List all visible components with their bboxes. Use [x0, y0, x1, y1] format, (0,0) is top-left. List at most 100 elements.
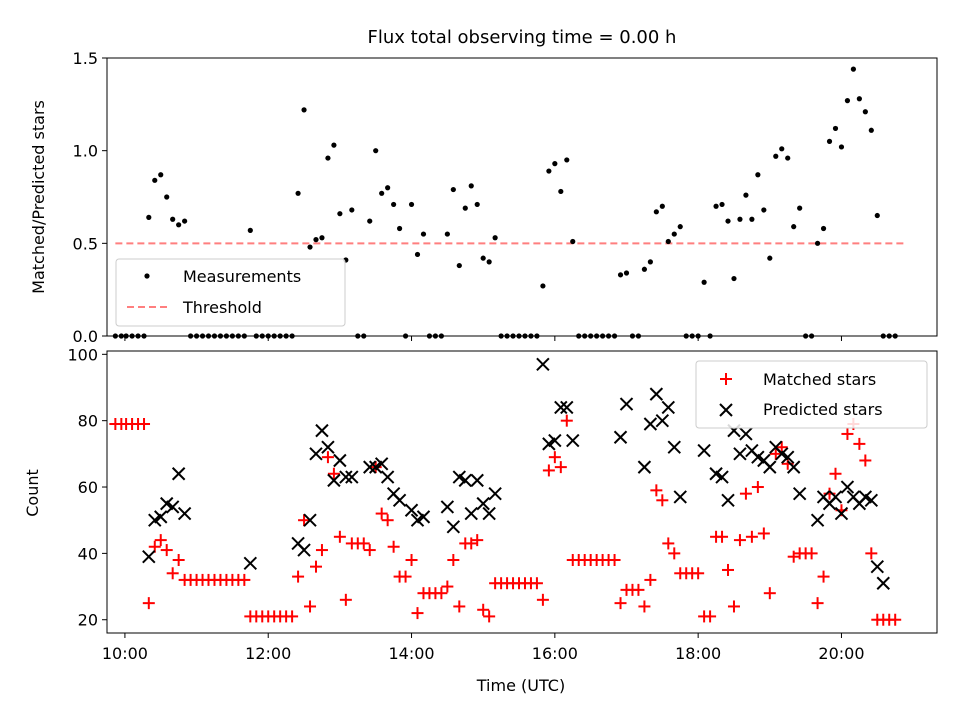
predicted-marker-b [846, 490, 861, 504]
measurement-point [779, 146, 785, 152]
matched-star-point [477, 603, 490, 616]
measurement-point [367, 218, 373, 224]
measurement-point [396, 225, 403, 232]
predicted-marker-b [404, 503, 419, 517]
predicted-marker-b [769, 440, 783, 454]
predicted-star-point [661, 400, 676, 415]
predicted-star-point [482, 506, 496, 521]
predicted-star-point [333, 453, 347, 468]
predicted-marker-b [482, 506, 496, 521]
predicted-marker-b [374, 457, 389, 471]
predicted-marker-b [154, 510, 168, 524]
measurement-point [856, 96, 862, 102]
measurement-point [850, 66, 857, 72]
predicted-marker-b [709, 467, 723, 481]
matched-star-point [399, 570, 412, 583]
predicted-marker-b [291, 536, 305, 551]
predicted-marker-b [315, 423, 329, 438]
bottom-x-tick-label: 14:00 [388, 644, 434, 663]
predicted-marker-b [566, 433, 580, 448]
predicted-marker-b [386, 486, 401, 501]
measurement-point [450, 186, 456, 193]
measurement-point [641, 266, 648, 272]
matched-star-point [644, 573, 657, 586]
predicted-marker-b [327, 473, 341, 488]
predicted-marker-b [363, 460, 377, 474]
predicted-marker-b [661, 400, 676, 415]
matched-star-point [650, 484, 663, 497]
predicted-star-point [643, 417, 658, 431]
bottom-y-tick-label: 40 [78, 544, 98, 563]
predicted-marker-b [816, 490, 831, 504]
predicted-marker-b [792, 486, 807, 501]
predicted-marker-b [458, 473, 472, 488]
matched-star-point [447, 554, 460, 567]
predicted-star-point [715, 470, 729, 484]
legend-measurements-marker [144, 273, 150, 279]
matched-star-point [411, 607, 424, 620]
matched-star-point [662, 537, 675, 550]
matched-star-point [327, 467, 340, 480]
measurement-point [456, 262, 462, 269]
predicted-star-point [345, 470, 359, 484]
measurement-point [349, 207, 355, 213]
matched-star-point [298, 514, 311, 527]
predicted-marker-b [745, 443, 759, 458]
bottom-y-tick-label: 20 [78, 611, 98, 630]
predicted-star-point [739, 427, 753, 441]
predicted-marker-b [177, 506, 192, 521]
matched-star-point [727, 600, 740, 613]
measurement-point [832, 125, 839, 132]
measurement-point [158, 172, 164, 178]
predicted-marker-b [810, 513, 825, 527]
measurement-point [617, 272, 624, 278]
matched-star-point [172, 554, 185, 567]
measurement-point [719, 201, 725, 208]
bottom-y-tick-label: 60 [78, 478, 98, 497]
measurement-point [749, 216, 755, 222]
measurement-point [826, 138, 833, 144]
predicted-marker-b [721, 493, 735, 508]
measurement-point [492, 235, 498, 241]
matched-star-point [405, 554, 418, 567]
bottom-x-tick-label: 10:00 [102, 644, 148, 663]
matched-star-point [638, 600, 651, 613]
predicted-marker-b [733, 447, 747, 461]
top-y-tick-label: 1.0 [73, 142, 98, 161]
predicted-star-point [339, 470, 353, 484]
measurement-point [379, 190, 385, 196]
predicted-marker-b [339, 470, 353, 484]
measurement-point [844, 98, 851, 104]
predicted-marker-b [470, 473, 484, 488]
predicted-marker-b [309, 447, 323, 461]
measurement-point [307, 244, 313, 250]
predicted-star-point [470, 473, 484, 488]
matched-star-point [841, 427, 854, 440]
matched-star-point [692, 567, 705, 580]
predicted-marker-b [739, 427, 753, 441]
predicted-star-point [309, 447, 323, 461]
matched-star-point [668, 547, 681, 560]
matched-star-point [333, 530, 346, 543]
measurement-point [653, 209, 659, 215]
matched-star-point [614, 597, 627, 610]
predicted-star-point [321, 440, 335, 454]
predicted-marker-b [840, 480, 855, 494]
matched-star-point [166, 567, 179, 580]
top-panel: Flux total observing time = 0.00 h 0.00.… [29, 27, 938, 346]
predicted-marker-b [165, 500, 180, 514]
matched-star-point [387, 540, 400, 553]
measurement-point [677, 224, 683, 230]
predicted-marker-b [619, 397, 634, 411]
predicted-star-point [566, 433, 580, 448]
measurement-point [814, 240, 821, 246]
bottom-y-tick-label: 100 [67, 345, 98, 364]
measurement-point [385, 185, 391, 191]
predicted-marker-b [476, 496, 490, 511]
predicted-star-point [733, 447, 747, 461]
matched-star-point [632, 583, 645, 596]
predicted-marker-b [613, 430, 628, 444]
predicted-star-point [142, 549, 156, 564]
measurement-point [659, 203, 665, 209]
